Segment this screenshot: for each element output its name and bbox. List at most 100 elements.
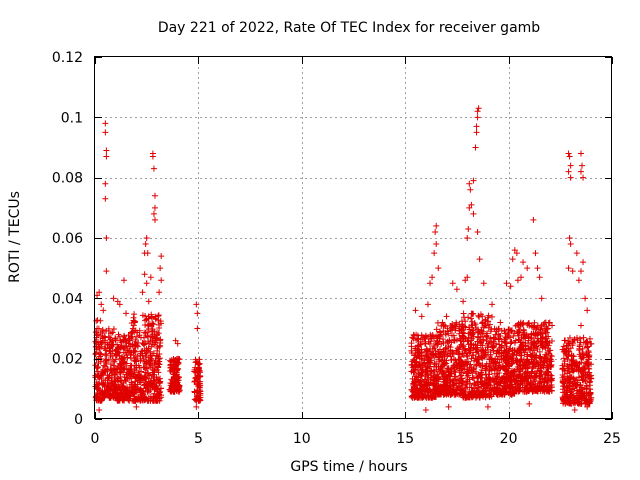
data-point [128,390,135,397]
data-point [575,277,582,284]
data-point [468,355,475,362]
data-point [526,381,533,388]
data-point [531,323,538,330]
data-point [512,322,519,329]
data-point [112,335,119,342]
data-point [192,359,199,366]
data-point [132,357,139,364]
data-point [136,371,143,378]
data-point [537,362,544,369]
data-point [121,354,128,361]
data-point [582,295,589,302]
data-point [109,367,116,374]
data-point [502,330,509,337]
data-point [173,369,180,376]
data-point [107,336,114,343]
data-point [130,314,137,321]
data-point [117,384,124,391]
data-point [152,315,159,322]
data-point [99,370,106,377]
data-point [141,358,148,365]
data-point [522,369,529,376]
data-point [448,357,455,364]
data-point [545,368,552,375]
data-point [132,338,139,345]
data-point [527,352,534,359]
data-point [453,286,460,293]
data-point [422,383,429,390]
data-point [472,341,479,348]
data-point [447,385,454,392]
data-point [113,352,120,359]
data-point [495,336,502,343]
data-point [483,333,490,340]
data-point [97,350,104,357]
data-points [92,105,595,413]
data-point [512,377,519,384]
data-point [120,277,127,284]
data-point [148,314,155,321]
y-tick-label: 0 [74,412,83,428]
data-point [566,361,573,368]
data-point [530,363,537,370]
data-point [135,386,142,393]
data-point [118,389,125,396]
data-point [502,336,509,343]
data-point [584,307,591,314]
data-point [445,403,452,410]
data-point [522,335,529,342]
data-point [418,340,425,347]
data-point [451,336,458,343]
data-point [126,337,133,344]
data-point [145,354,152,361]
data-point [414,393,421,400]
x-tick-label: 5 [194,431,203,447]
data-point [197,390,204,397]
data-point [483,390,490,397]
data-point [94,292,101,299]
data-point [155,369,162,376]
data-point [545,320,552,327]
data-point [414,336,421,343]
data-point [135,372,142,379]
data-point [503,347,510,354]
data-point [129,333,136,340]
data-point [92,362,99,369]
data-point [119,396,126,403]
data-point [577,268,584,275]
data-point [173,362,180,369]
data-point [99,329,106,336]
data-point [472,144,479,151]
data-point [125,332,132,339]
data-point [542,319,549,326]
data-point [489,301,496,308]
data-point [467,361,474,368]
data-point [411,369,418,376]
data-point [496,332,503,339]
data-point [149,320,156,327]
data-point [114,298,121,305]
data-point [92,351,99,358]
data-point [408,340,415,347]
data-point [547,362,554,369]
data-point [446,337,453,344]
data-point [138,348,145,355]
data-point [466,180,473,187]
data-point [537,330,544,337]
data-point [564,356,571,363]
data-point [580,374,587,381]
data-point [465,341,472,348]
data-point [147,397,154,404]
data-point [133,333,140,340]
data-point [478,369,485,376]
data-point [452,369,459,376]
data-point [98,397,105,404]
data-point [156,379,163,386]
data-point [435,265,442,272]
data-point [532,370,539,377]
data-point [579,345,586,352]
data-point [526,400,533,407]
data-point [479,392,486,399]
data-point [147,348,154,355]
data-point [138,387,145,394]
